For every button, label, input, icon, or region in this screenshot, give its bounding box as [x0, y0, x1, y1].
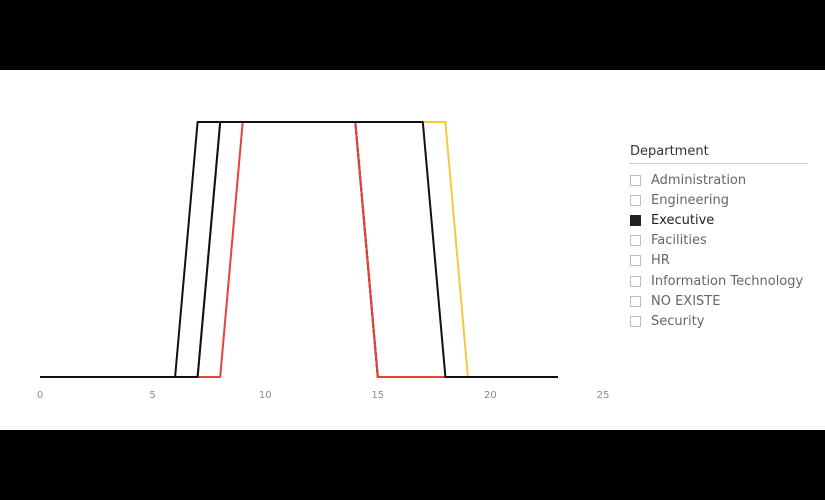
department-legend: Department Administration Engineering Exec…: [630, 144, 808, 332]
series-line-3: [40, 121, 558, 378]
legend-title: Department: [630, 144, 808, 164]
series-line-0: [40, 121, 558, 378]
x-tick-label: 20: [484, 390, 497, 401]
x-tick-label: 5: [149, 390, 155, 401]
legend-item-label: Security: [651, 313, 705, 329]
x-tick-label: 25: [597, 390, 610, 401]
legend-item-facilities[interactable]: Facilities: [630, 231, 808, 251]
legend-item-label: Executive: [651, 212, 715, 228]
legend-item-label: HR: [651, 253, 670, 269]
legend-item-information-technology[interactable]: Information Technology: [630, 271, 808, 291]
legend-item-executive[interactable]: Executive: [630, 210, 808, 230]
legend-items: Administration Engineering Executive Facili…: [630, 170, 808, 332]
line-chart: 0 5 10 15 20 25: [37, 121, 610, 401]
legend-item-label: Administration: [651, 172, 747, 188]
series-line-2: [40, 121, 558, 378]
series-line-1: [40, 121, 558, 378]
top-letterbox-band: [0, 0, 825, 70]
legend-checkbox[interactable]: [630, 255, 641, 267]
legend-item-label: Information Technology: [651, 273, 804, 289]
legend-checkbox[interactable]: [630, 275, 641, 287]
legend-checkbox[interactable]: [630, 295, 641, 307]
legend-checkbox[interactable]: [630, 315, 641, 327]
legend-item-no-existe[interactable]: NO EXISTE: [630, 291, 808, 311]
legend-item-label: Facilities: [651, 233, 707, 249]
legend-item-hr[interactable]: HR: [630, 251, 808, 271]
legend-checkbox[interactable]: [630, 214, 641, 226]
legend-checkbox[interactable]: [630, 174, 641, 186]
x-tick-label: 10: [259, 390, 272, 401]
legend-item-administration[interactable]: Administration: [630, 170, 808, 190]
legend-checkbox[interactable]: [630, 235, 641, 247]
legend-item-engineering[interactable]: Engineering: [630, 190, 808, 210]
legend-item-label: Engineering: [651, 192, 729, 208]
legend-checkbox[interactable]: [630, 194, 641, 206]
chart-panel: 0 5 10 15 20 25 Department Administration Engi…: [0, 70, 825, 430]
series-line-4: [40, 121, 558, 378]
legend-item-security[interactable]: Security: [630, 311, 808, 331]
x-tick-label: 15: [371, 390, 384, 401]
x-tick-label: 0: [37, 390, 43, 401]
legend-item-label: NO EXISTE: [651, 293, 721, 309]
bottom-letterbox-band: [0, 430, 825, 500]
